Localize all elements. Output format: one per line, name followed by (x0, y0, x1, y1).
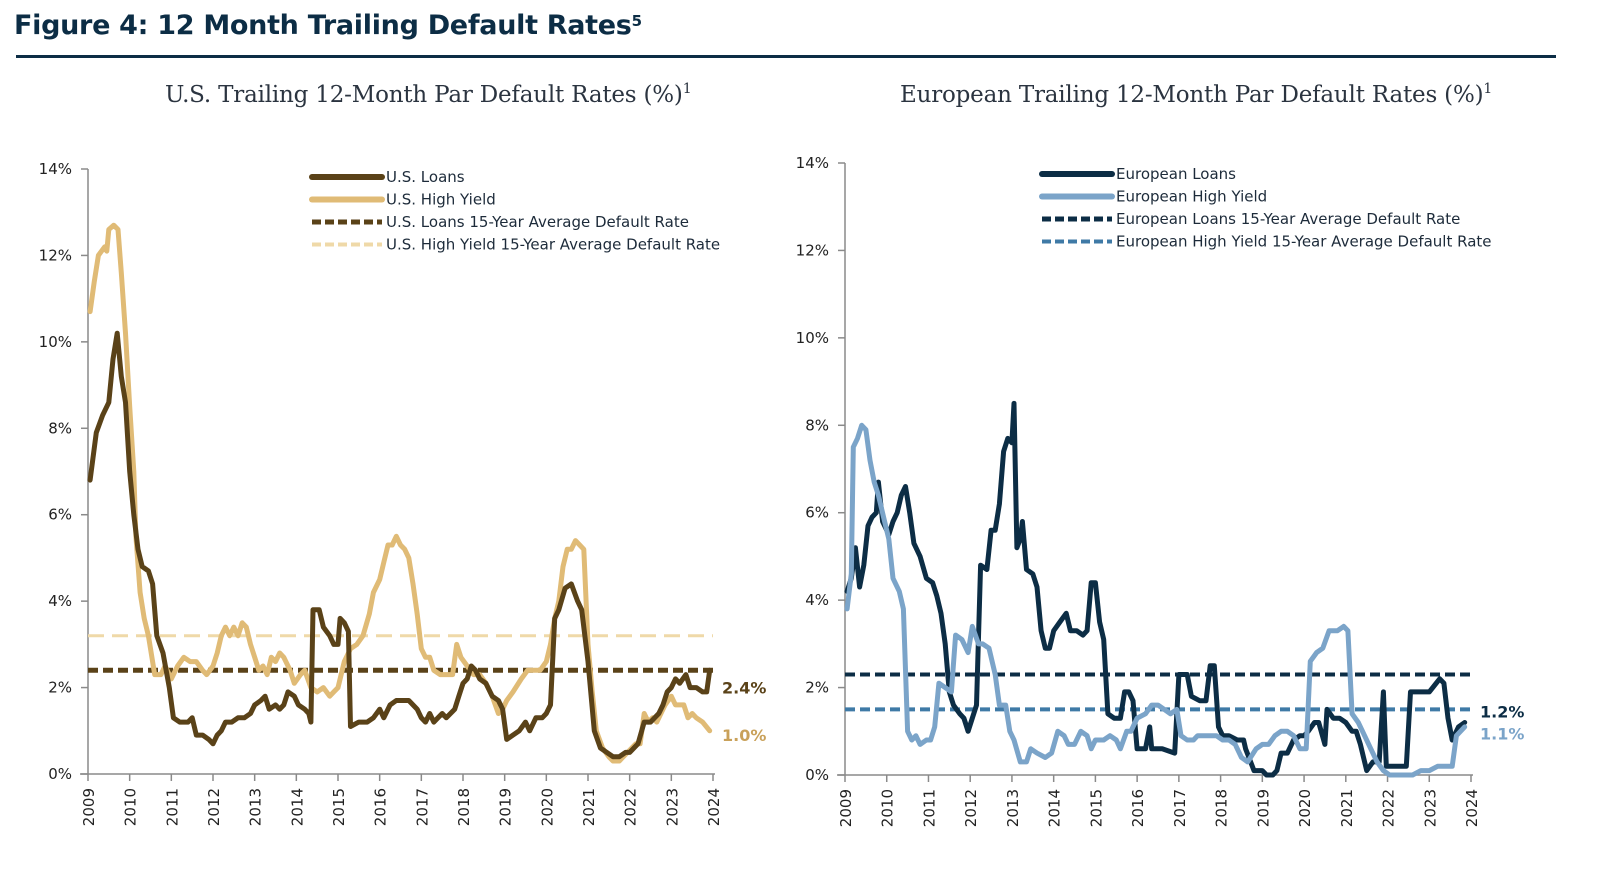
eu-x-tick-label: 2021 (1338, 789, 1356, 827)
eu-x-tick-label: 2018 (1213, 789, 1231, 827)
us-x-tick-label: 2009 (80, 788, 98, 826)
series-u-s-loans (87, 330, 713, 760)
eu-x-tick-label: 2009 (837, 789, 855, 827)
us-chart-title-text: U.S. Trailing 12-Month Par Default Rates… (165, 82, 683, 108)
us-x-tick-label: 2022 (622, 788, 640, 826)
eu-x-tick-label: 2015 (1087, 789, 1105, 827)
eu-legend: European Loans European High Yield Europea… (1039, 165, 1492, 251)
us-chart-title: U.S. Trailing 12-Month Par Default Rates… (165, 81, 692, 108)
us-x-tick-label: 2019 (497, 788, 515, 826)
us-chart-title-footnote: 1 (682, 81, 692, 97)
eu-x-tick-label: 2020 (1296, 789, 1314, 827)
eu-y-tick-label: 6% (805, 504, 829, 522)
figure-title-footnote: 5 (631, 12, 642, 30)
us-end-label: 1.0% (722, 726, 766, 745)
eu-x-tick-label: 2019 (1254, 789, 1272, 827)
eu-y-tick-label: 10% (796, 329, 829, 347)
us-x-tick-label: 2014 (288, 788, 306, 826)
us-legend-label: U.S. Loans 15-Year Average Default Rate (386, 213, 689, 231)
eu-x-tick-label: 2010 (879, 789, 897, 827)
eu-y-tick-label: 12% (796, 241, 829, 259)
us-x-tick-label: 2024 (705, 788, 723, 826)
series-u-s-high-yield (87, 222, 713, 764)
us-x-tick-label: 2012 (205, 788, 223, 826)
eu-x-tick-label: 2013 (1004, 789, 1022, 827)
eu-x-tick-label: 2023 (1421, 789, 1439, 827)
eu-legend-label: European Loans (1116, 165, 1236, 183)
eu-x-tick-label: 2022 (1380, 789, 1398, 827)
us-x-tick-label: 2020 (538, 788, 556, 826)
eu-chart: 0% 2% 4% 6% 8% 10% 12% 14% 2009 2010 2011 2012 2013 2… (796, 154, 1525, 827)
us-x-tick-label: 2023 (663, 788, 681, 826)
eu-chart-title-footnote: 1 (1483, 81, 1493, 97)
us-x-tick-label: 2015 (330, 788, 348, 826)
us-y-tick-label: 0% (48, 765, 72, 783)
us-x-tick-label: 2017 (413, 788, 431, 826)
us-legend: U.S. Loans U.S. High Yield U.S. Loans 15-Y… (309, 168, 720, 254)
eu-chart-title: European Trailing 12-Month Par Default R… (900, 81, 1493, 108)
eu-y-tick-label: 2% (805, 679, 829, 697)
us-y-tick-label: 10% (39, 333, 72, 351)
series-european-loans (844, 400, 1468, 778)
us-y-tick-label: 4% (48, 592, 72, 610)
eu-x-tick-label: 2017 (1171, 789, 1189, 827)
eu-y-tick-label: 14% (796, 154, 829, 172)
us-legend-label: U.S. Loans (386, 168, 465, 186)
figure-title-text: Figure 4: 12 Month Trailing Default Rate… (14, 10, 632, 41)
us-chart: 0% 2% 4% 6% 8% 10% 12% 14% 2009 2010 2011 2012 2013 2… (39, 160, 767, 826)
eu-x-tick-label: 2014 (1046, 789, 1064, 827)
title-divider (16, 55, 1556, 58)
eu-end-label: 1.2% (1480, 703, 1524, 722)
us-x-tick-label: 2016 (372, 788, 390, 826)
us-x-tick-label: 2018 (455, 788, 473, 826)
eu-y-tick-label: 4% (805, 591, 829, 609)
us-end-label: 2.4% (722, 679, 766, 698)
eu-legend-label: European High Yield (1116, 188, 1267, 206)
series-european-high-yield (844, 422, 1468, 778)
us-y-tick-label: 2% (48, 679, 72, 697)
us-y-tick-label: 12% (39, 246, 72, 264)
eu-x-tick-label: 2024 (1463, 789, 1481, 827)
eu-x-tick-label: 2011 (920, 789, 938, 827)
us-legend-label: U.S. High Yield 15-Year Average Default … (386, 236, 720, 254)
eu-legend-label: European High Yield 15-Year Average Defa… (1116, 233, 1492, 251)
eu-legend-label: European Loans 15-Year Average Default R… (1116, 210, 1460, 228)
us-y-tick-label: 14% (39, 160, 72, 178)
us-x-tick-label: 2010 (122, 788, 140, 826)
eu-x-tick-label: 2012 (962, 789, 980, 827)
eu-y-tick-label: 0% (805, 766, 829, 784)
us-x-tick-label: 2021 (580, 788, 598, 826)
eu-y-tick-label: 8% (805, 416, 829, 434)
eu-end-label: 1.1% (1480, 724, 1524, 743)
eu-x-tick-label: 2016 (1129, 789, 1147, 827)
us-y-tick-label: 6% (48, 506, 72, 524)
us-x-tick-label: 2013 (247, 788, 265, 826)
figure-title: Figure 4: 12 Month Trailing Default Rate… (14, 10, 642, 41)
us-legend-label: U.S. High Yield (386, 191, 496, 209)
us-y-tick-label: 8% (48, 419, 72, 437)
eu-chart-title-text: European Trailing 12-Month Par Default R… (900, 82, 1484, 108)
us-x-tick-label: 2011 (163, 788, 181, 826)
